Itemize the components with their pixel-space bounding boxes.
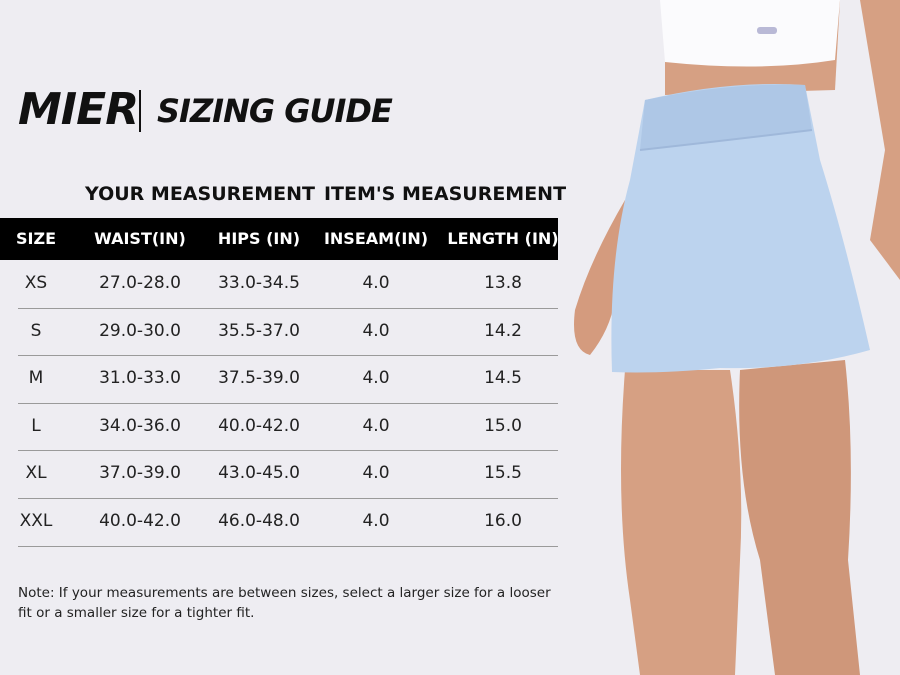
table-cell: XS xyxy=(24,273,48,293)
table-cell: M xyxy=(28,368,44,389)
table-cell: 4.0 xyxy=(362,415,390,436)
table-row: XXL 40.0-42.0 46.0-48.0 4.0 16.0 xyxy=(18,498,558,547)
table-cell: 13.8 xyxy=(484,273,522,293)
table-cell: 4.0 xyxy=(362,511,390,531)
table-cell: 4.0 xyxy=(362,273,390,293)
table-cell: L xyxy=(31,415,41,436)
table-header: SIZE WAIST(IN) HIPS (IN) INSEAM(IN) LENGTH (… xyxy=(0,218,559,260)
table-cell: S xyxy=(30,320,42,341)
table-cell: 14.2 xyxy=(484,320,522,341)
column-header: WAIST(IN) xyxy=(94,229,186,248)
table-cell: 46.0-48.0 xyxy=(218,511,300,531)
table-row: M 31.0-33.0 37.5-39.0 4.0 14.5 xyxy=(18,355,558,404)
title: SIZING GUIDE xyxy=(157,92,393,130)
column-header: LENGTH (IN) xyxy=(447,229,559,248)
table-cell: 40.0-42.0 xyxy=(218,415,300,436)
table-cell: 4.0 xyxy=(362,368,390,389)
note: Note: If your measurements are between s… xyxy=(18,585,551,621)
group-header: YOUR MEASUREMENT xyxy=(85,183,315,205)
table-cell: 15.5 xyxy=(484,463,522,484)
table-cell: 29.0-30.0 xyxy=(99,320,181,341)
column-header: SIZE xyxy=(15,229,57,248)
divider xyxy=(139,90,141,132)
column-header: INSEAM(IN) xyxy=(323,229,429,248)
table-row: S 29.0-30.0 35.5-37.0 4.0 14.2 xyxy=(18,308,558,357)
table-cell: 37.5-39.0 xyxy=(218,368,300,389)
table-cell: 14.5 xyxy=(484,368,522,389)
table-row: XL 37.0-39.0 43.0-45.0 4.0 15.5 xyxy=(18,450,558,499)
brand: MIER xyxy=(18,84,139,135)
table-cell: 37.0-39.0 xyxy=(99,463,181,484)
table-cell: 34.0-36.0 xyxy=(99,415,181,436)
table-cell: 27.0-28.0 xyxy=(99,273,181,293)
table-cell: XL xyxy=(25,463,47,484)
table-cell: XXL xyxy=(19,511,53,531)
table-cell: 35.5-37.0 xyxy=(218,320,300,341)
column-header: HIPS (IN) xyxy=(217,229,301,248)
table-row: L 34.0-36.0 40.0-42.0 4.0 15.0 xyxy=(18,403,558,452)
table-cell: 4.0 xyxy=(362,320,390,341)
table-cell: 43.0-45.0 xyxy=(218,463,300,484)
table-cell: 4.0 xyxy=(362,463,390,484)
table-cell: 33.0-34.5 xyxy=(218,273,300,293)
table-cell: 16.0 xyxy=(484,511,522,531)
table-cell: 15.0 xyxy=(484,415,522,436)
group-header: ITEM'S MEASUREMENT xyxy=(323,183,567,205)
table-cell: 31.0-33.0 xyxy=(99,368,181,389)
table-row: XS 27.0-28.0 33.0-34.5 4.0 13.8 xyxy=(18,260,558,309)
table-cell: 40.0-42.0 xyxy=(99,511,181,531)
